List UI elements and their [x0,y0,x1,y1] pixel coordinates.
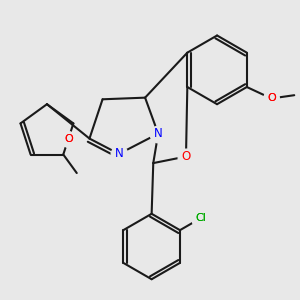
Text: O: O [267,94,276,103]
Text: O: O [64,134,73,144]
Text: O: O [64,134,73,144]
Text: Cl: Cl [196,213,207,223]
Text: O: O [267,94,276,103]
Text: N: N [115,147,123,161]
Text: N: N [154,127,163,140]
Text: O: O [182,150,190,163]
Text: Cl: Cl [196,213,207,223]
